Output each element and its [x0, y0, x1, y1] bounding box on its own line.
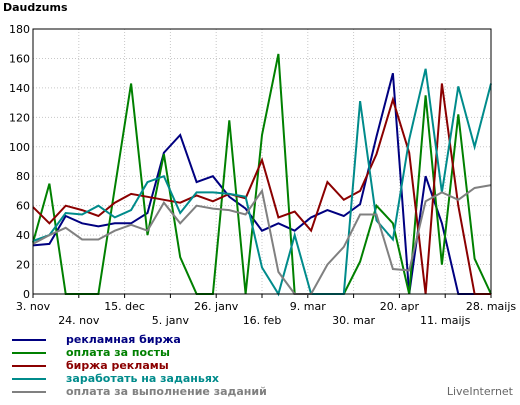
legend-item: оплата за посты: [12, 346, 267, 359]
legend-swatch: [12, 391, 46, 393]
legend: рекламная биржа оплата за посты биржа рекл…: [12, 333, 267, 398]
y-tick-label: 140: [9, 82, 30, 95]
x-tick-label: 15. dec: [104, 300, 145, 313]
legend-label: оплата за посты: [66, 346, 170, 359]
legend-item: биржа рекламы: [12, 359, 267, 372]
legend-item: рекламная биржа: [12, 333, 267, 346]
series-line: [32, 68, 492, 297]
x-tick-label: 26. janv: [194, 300, 239, 313]
y-axis-label: Daudzums: [3, 1, 68, 14]
plot-frame: [32, 28, 492, 295]
x-tick-label: 16. feb: [243, 314, 282, 327]
x-tick-label: 24. nov: [58, 314, 100, 327]
series-line: [32, 53, 492, 295]
x-tick-label: 30. mar: [332, 314, 375, 327]
legend-item: оплата за выполнение заданий: [12, 385, 267, 398]
x-tick-label: 5. janv: [152, 314, 190, 327]
x-tick-label: 11. maijs: [420, 314, 471, 327]
legend-swatch: [12, 378, 46, 380]
y-tick-label: 0: [23, 288, 30, 301]
legend-swatch: [12, 352, 46, 354]
credit-text: LiveInternet: [446, 385, 513, 398]
legend-label: биржа рекламы: [66, 359, 169, 372]
x-tick-label: 20. apr: [380, 300, 420, 313]
y-tick-label: 120: [9, 111, 30, 124]
series-line: [32, 184, 492, 295]
y-tick-label: 60: [16, 200, 30, 213]
x-tick-label: 28. maijs: [466, 300, 517, 313]
legend-swatch: [12, 365, 46, 367]
y-tick-label: 40: [16, 229, 30, 242]
y-tick-label: 80: [16, 170, 30, 183]
legend-item: заработать на заданьях: [12, 372, 267, 385]
x-tick-label: 3. nov: [16, 300, 51, 313]
legend-label: рекламная биржа: [66, 333, 181, 346]
y-tick-label: 160: [9, 52, 30, 65]
legend-swatch: [12, 339, 46, 341]
legend-label: заработать на заданьях: [66, 372, 219, 385]
y-tick-label: 180: [9, 23, 30, 36]
series-line: [32, 83, 491, 295]
legend-label: оплата за выполнение заданий: [66, 385, 267, 398]
y-tick-label: 100: [9, 141, 30, 154]
y-tick-label: 20: [16, 259, 30, 272]
x-tick-label: 9. mar: [290, 300, 326, 313]
